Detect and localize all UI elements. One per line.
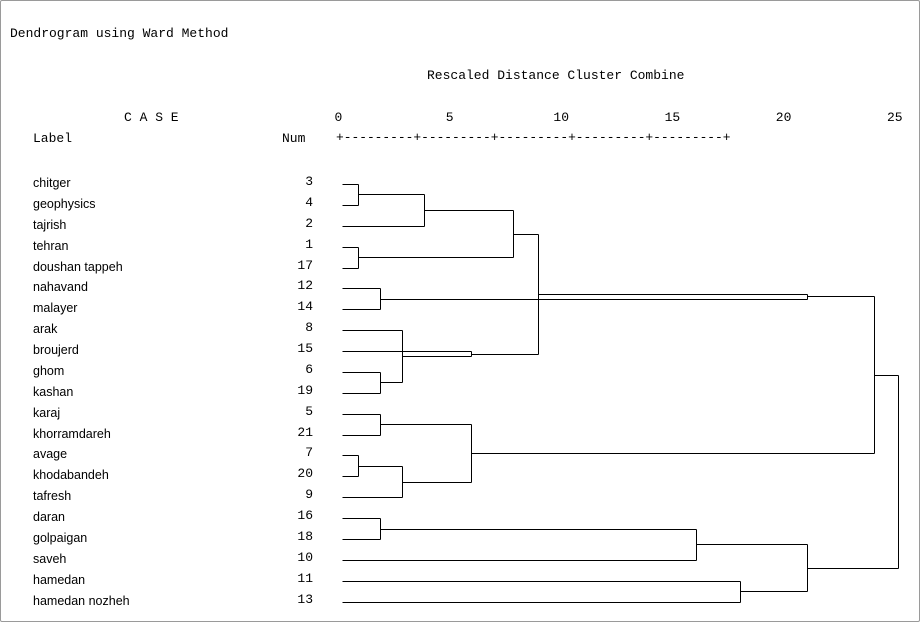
num-column-header: Num [282, 131, 306, 146]
leaf-number: 5 [305, 403, 313, 419]
leaf-label: tajrish [33, 217, 67, 232]
leaf-number: 21 [297, 424, 313, 440]
leaf-number: 16 [297, 508, 313, 524]
leaf-label: tafresh [33, 489, 72, 504]
dendrogram-title: Dendrogram using Ward Method [10, 26, 229, 41]
leaf-number: 3 [305, 174, 313, 189]
x-tick-label: 15 [664, 110, 681, 125]
x-tick-label: 5 [445, 110, 454, 125]
x-tick-label: 0 [334, 110, 343, 125]
leaf-label: khorramdareh [33, 426, 111, 441]
leaf-number: 9 [305, 487, 313, 503]
leaf-label: geophysics [33, 196, 96, 211]
leaf-label: hamedan [33, 572, 86, 587]
label-column-header: Label [33, 131, 73, 146]
axis-title: Rescaled Distance Cluster Combine [427, 68, 685, 83]
leaf-label: arak [33, 322, 58, 337]
x-tick-label: 25 [887, 110, 903, 125]
leaf-label: karaj [33, 405, 61, 420]
leaf-number: 20 [297, 466, 313, 482]
leaf-number: 17 [297, 257, 313, 273]
x-tick-label: 20 [775, 110, 792, 125]
leaf-label: nahavand [33, 280, 88, 295]
leaf-number: 10 [297, 549, 313, 565]
leaf-label: chitger [33, 176, 71, 190]
leaf-label: daran [33, 510, 65, 525]
leaf-number: 8 [305, 320, 313, 336]
leaf-label: tehran [33, 238, 69, 253]
leaf-label: hamedan nozheh [33, 593, 130, 608]
leaf-label: doushan tappeh [33, 259, 123, 274]
leaf-number: 2 [305, 215, 313, 231]
leaf-label: golpaigan [33, 530, 88, 545]
leaf-label: kashan [33, 384, 74, 399]
case-header: C A S E [124, 110, 179, 125]
leaf-number: 13 [297, 591, 313, 607]
leaf-number: 14 [297, 299, 313, 315]
leaf-label: broujerd [33, 343, 79, 358]
leaf-number: 6 [305, 361, 313, 377]
leaf-label: avage [33, 447, 68, 462]
leaf-label: saveh [33, 551, 67, 566]
leaf-label: khodabandeh [33, 468, 109, 483]
leaf-label: malayer [33, 301, 78, 316]
leaf-number: 4 [305, 194, 313, 210]
leaf-number: 15 [297, 341, 313, 357]
leaf-number: 1 [305, 236, 313, 252]
leaf-number: 18 [297, 528, 313, 544]
leaf-number: 12 [297, 278, 313, 294]
leaf-number: 7 [305, 445, 313, 461]
x-tick-label: 10 [553, 110, 569, 125]
axis-ruler: +---------+---------+---------+---------… [336, 130, 731, 145]
leaf-label: ghom [33, 363, 65, 378]
leaf-number: 19 [297, 382, 313, 398]
leaf-number: 11 [297, 570, 313, 586]
